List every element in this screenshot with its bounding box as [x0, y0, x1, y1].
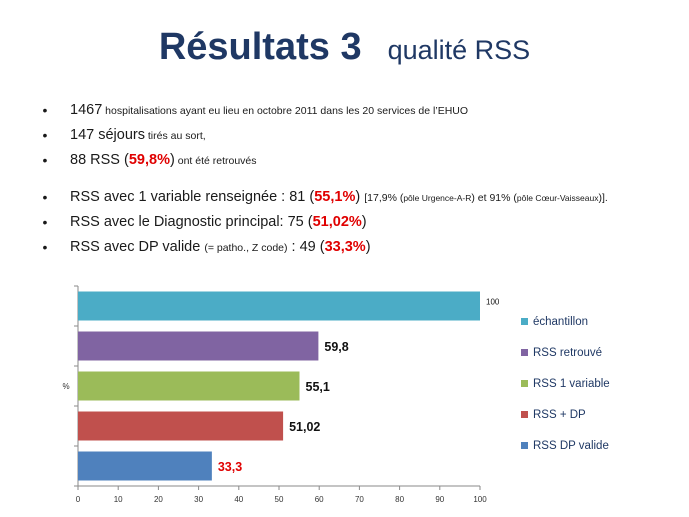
x-tick-label: 70: [355, 495, 364, 504]
data-label-0: 100: [486, 298, 500, 307]
x-tick-label: 90: [435, 495, 444, 504]
bullet-text: RSS avec DP valide: [70, 239, 205, 255]
title-main: Résultats 3: [158, 26, 362, 68]
bullet-text: ) et 91% (: [471, 192, 517, 204]
bullet-percent: 55,1%: [314, 189, 356, 205]
bullet-value: 1467: [70, 102, 103, 118]
bullet-rss-retrouves: • 88 RSS (59,8%) ont été retrouvés: [38, 148, 678, 173]
slide-title: Résultats 3 qualité RSS: [0, 26, 689, 69]
title-sub: qualité RSS: [387, 35, 531, 65]
legend-label-3: RSS + DP: [533, 409, 586, 421]
x-tick-label: 100: [473, 495, 487, 504]
legend-label-4: RSS DP valide: [533, 440, 609, 452]
legend-swatch-4: [521, 442, 528, 449]
bar-3: [78, 411, 284, 441]
legend-label-1: RSS retrouvé: [533, 347, 602, 359]
bullet-text: )].: [598, 192, 608, 204]
data-label-1: 59,8: [324, 340, 348, 354]
bar-4: [78, 451, 212, 481]
bullet-text: pôle Cœur-Vaisseaux: [516, 193, 599, 203]
bullet-rss-1-variable: • RSS avec 1 variable renseignée : 81 (5…: [38, 185, 678, 210]
bullet-percent: 59,8%: [128, 152, 170, 168]
bullet-rss-dp-valide: • RSS avec DP valide (= patho., Z code) …: [38, 235, 678, 260]
x-tick-label: 60: [315, 495, 324, 504]
bar-2: [78, 371, 300, 401]
bullet-list: • 1467 hospitalisations ayant eu lieu en…: [38, 98, 678, 260]
legend-swatch-2: [521, 380, 528, 387]
data-label-3: 51,02: [289, 420, 320, 434]
x-tick-label: 0: [76, 495, 81, 504]
bullet-text: hospitalisations ayant eu lieu en octobr…: [102, 105, 469, 117]
bullet-text: ): [365, 239, 371, 255]
bullet-text: ont été retrouvés: [174, 155, 257, 167]
bullet-dot-icon: •: [42, 102, 48, 118]
x-tick-label: 50: [275, 495, 284, 504]
legend-swatch-1: [521, 349, 528, 356]
x-tick-label: 20: [154, 495, 163, 504]
bullet-percent: 51,02%: [312, 214, 362, 230]
data-label-2: 55,1: [306, 380, 330, 394]
bullet-hospitalisations: • 1467 hospitalisations ayant eu lieu en…: [38, 98, 678, 123]
x-tick-label: 10: [114, 495, 123, 504]
bullet-text: : 49 (: [287, 239, 325, 255]
bullet-text: RSS avec 1 variable renseignée : 81 (: [70, 189, 315, 205]
bullet-dot-icon: •: [42, 127, 48, 143]
bullet-text: 88 RSS (: [70, 152, 129, 168]
bullet-text: tirés au sort,: [144, 130, 206, 142]
x-tick-label: 30: [194, 495, 203, 504]
bullet-text: RSS avec le Diagnostic principal: 75 (: [70, 214, 313, 230]
y-axis-label: %: [62, 382, 69, 391]
bullet-text: (= patho., Z code): [204, 242, 288, 254]
bullet-dot-icon: •: [42, 214, 48, 230]
bar-0: [78, 291, 480, 321]
legend-label-2: RSS 1 variable: [533, 378, 610, 390]
bullet-text: pôle Urgence-A-R: [403, 193, 472, 203]
bar-chart: 0 10 20 30 40 50 60 70 80 90 100% 100 59,8 55,1 51,02 3…: [62, 285, 610, 504]
bullet-value: 147 séjours: [70, 127, 145, 143]
bullet-text: ): [361, 214, 367, 230]
legend-swatch-3: [521, 411, 528, 418]
bullet-text: ): [355, 189, 365, 205]
data-label-4: 33,3: [218, 460, 242, 474]
bullet-text: ): [169, 152, 175, 168]
bar-1: [78, 331, 319, 361]
bullet-dot-icon: •: [42, 152, 48, 168]
bullet-dot-icon: •: [42, 189, 48, 205]
bullet-sejours: • 147 séjours tirés au sort,: [38, 123, 678, 148]
legend-label-0: échantillon: [533, 316, 588, 328]
x-tick-label: 80: [395, 495, 404, 504]
legend-swatch-0: [521, 318, 528, 325]
bullet-dot-icon: •: [42, 239, 48, 255]
bullet-percent: 33,3%: [324, 239, 366, 255]
bullet-rss-dp: • RSS avec le Diagnostic principal: 75 (…: [38, 210, 678, 235]
x-tick-label: 40: [234, 495, 243, 504]
bullet-text: [17,9% (: [364, 192, 404, 204]
